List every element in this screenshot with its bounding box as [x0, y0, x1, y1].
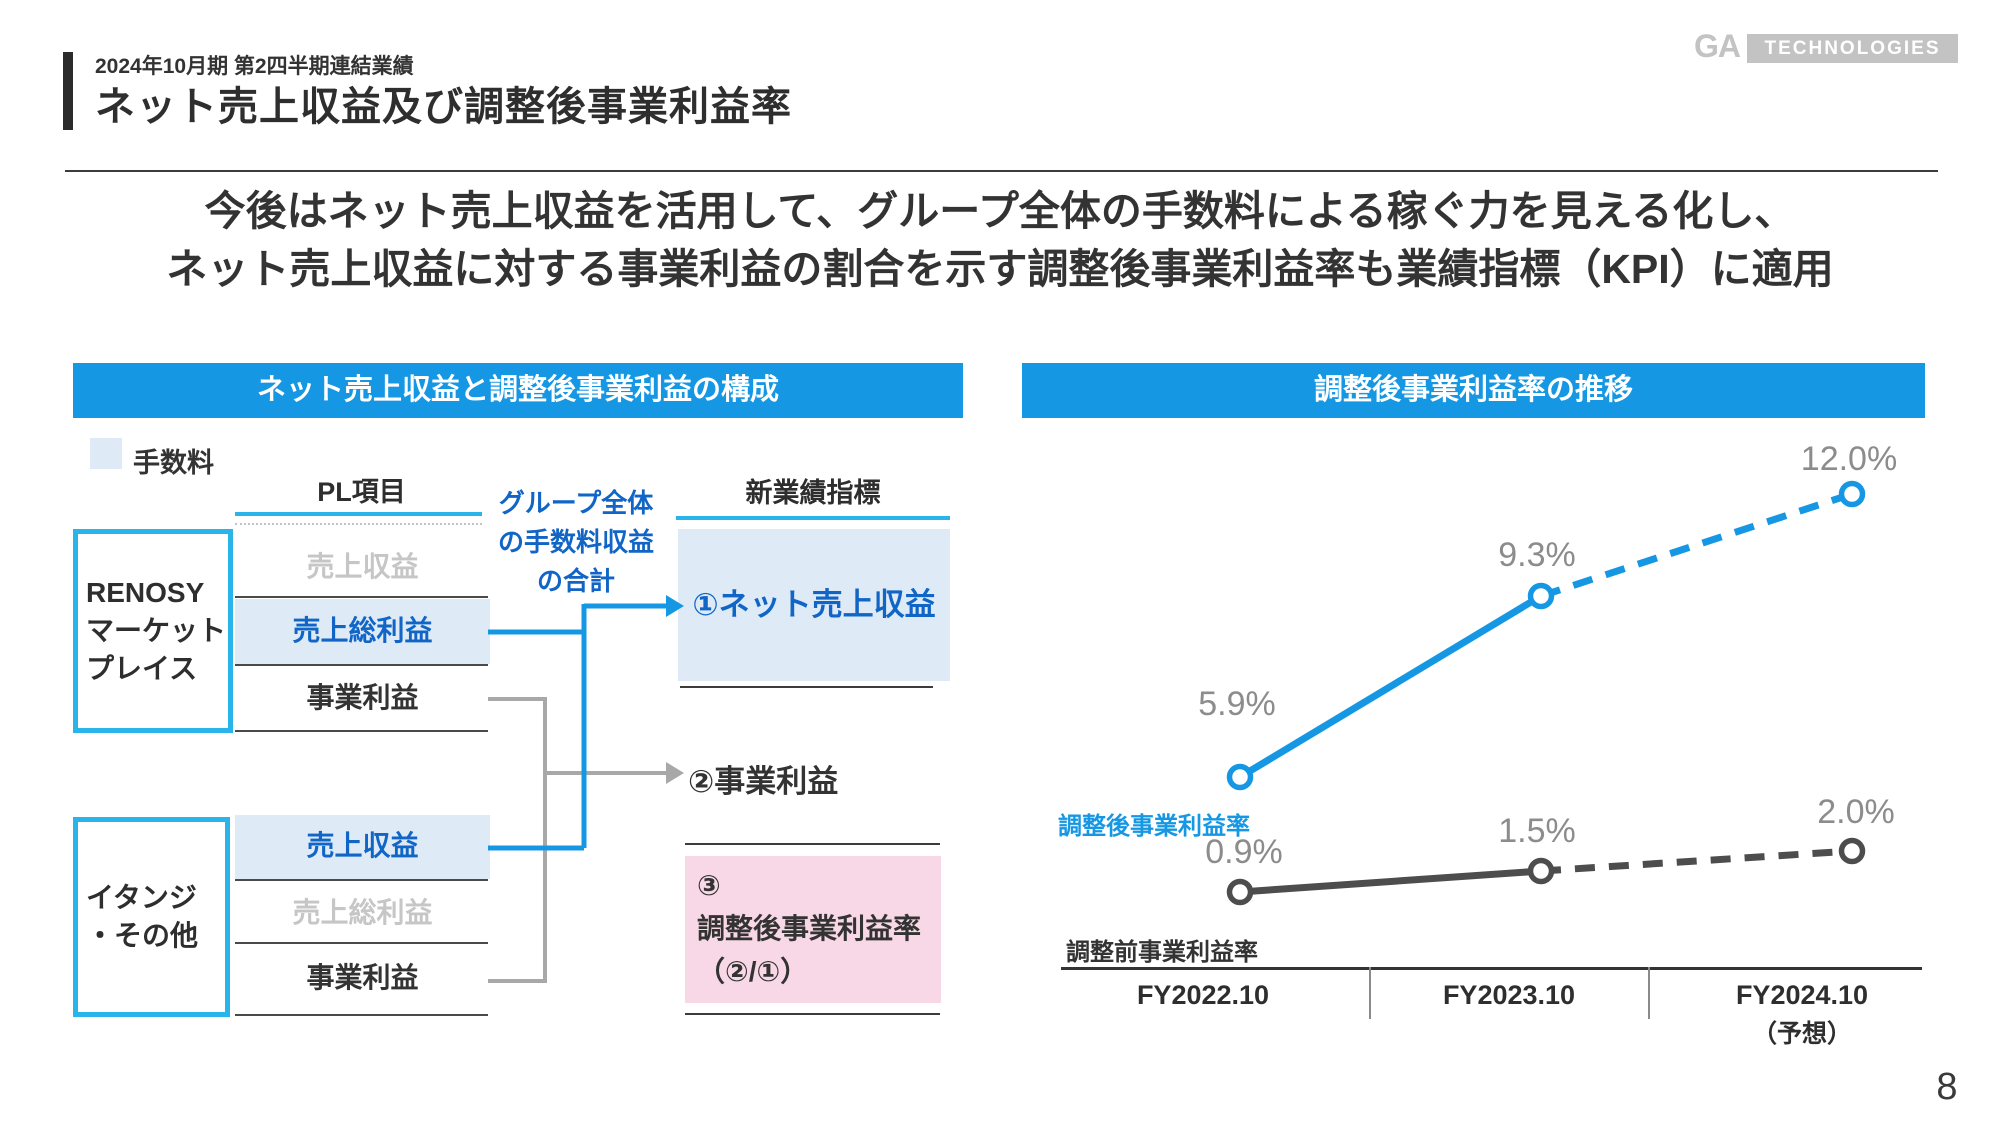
key-statement-line2: ネット売上収益に対する事業利益の割合を示す調整後事業利益率も業績指標（KPI）に…	[166, 246, 1834, 292]
net-revenue-metric-box: ①ネット売上収益	[678, 529, 950, 681]
renosy-row-separator-2	[235, 664, 488, 666]
page-number: 8	[1936, 1066, 1958, 1108]
x-label-forecast-note: （予想）	[1751, 1020, 1852, 1048]
itandi-revenue-highlight	[235, 815, 490, 879]
right-panel-header: 調整後事業利益率の推移	[1022, 363, 1925, 418]
group-fee-note: グループ全体 の手数料収益 の合計	[488, 484, 664, 601]
slide-kicker: 2024年10月期 第2四半期連結業績	[95, 55, 414, 78]
itandi-box-line1: イタンジ	[86, 882, 197, 913]
itandi-row-separator-1	[235, 879, 488, 881]
adjusted-margin-line2: 調整後事業利益率	[697, 913, 922, 944]
chart-x-axis	[1061, 967, 1922, 970]
svg-text:2.0%: 2.0%	[1817, 793, 1895, 831]
renosy-box-line1: RENOSY	[86, 577, 205, 608]
pre-adjustment-series-label: 調整前事業利益率	[1066, 939, 1258, 966]
itandi-row-business-profit: 事業利益	[306, 962, 419, 993]
company-logo-wordmark: TECHNOLOGIES	[1764, 38, 1941, 59]
pl-column-dotted-line	[235, 523, 482, 525]
title-divider	[65, 170, 1938, 172]
fee-legend-swatch	[90, 438, 122, 469]
svg-text:5.9%: 5.9%	[1198, 685, 1276, 723]
svg-text:12.0%: 12.0%	[1801, 440, 1897, 478]
company-logo-mark: GA	[1694, 28, 1741, 64]
business-profit-metric-label: ②事業利益	[688, 764, 839, 799]
renosy-row-revenue: 売上収益	[306, 551, 419, 582]
chart-x-tick-2	[1648, 967, 1650, 1019]
net-revenue-underline	[680, 686, 933, 688]
svg-text:9.3%: 9.3%	[1498, 536, 1576, 574]
pl-column-header: PL項目	[317, 477, 406, 507]
renosy-box-line2: マーケット	[86, 615, 227, 646]
renosy-box-line3: プレイス	[86, 653, 198, 684]
adjusted-margin-metric-box: ③ 調整後事業利益率 （②/①）	[685, 856, 941, 1003]
renosy-gross-profit-highlight	[235, 599, 490, 664]
itandi-box-line2: ・その他	[86, 920, 199, 951]
x-label-fy2023: FY2023.10	[1442, 980, 1576, 1010]
net-revenue-metric-label: ①ネット売上収益	[692, 587, 936, 622]
group-fee-note-line2: の手数料収益	[497, 527, 654, 557]
company-logo-wordmark-box: TECHNOLOGIES	[1747, 34, 1958, 63]
adjusted-series-label: 調整後事業利益率	[1058, 813, 1250, 840]
page-title: ネット売上収益及び調整後事業利益率	[95, 85, 792, 129]
key-statement-line1: 今後はネット売上収益を活用して、グループ全体の手数料による稼ぐ力を見える化し、	[204, 188, 1796, 234]
chart-x-tick-1	[1369, 967, 1371, 1019]
group-fee-note-line3: の合計	[536, 566, 615, 596]
adjusted-margin-line1: ③	[697, 870, 721, 901]
adjusted-margin-line3: （②/①）	[697, 956, 809, 987]
renosy-row-separator-1	[235, 596, 488, 598]
adjusted-margin-topline	[685, 843, 940, 845]
group-fee-note-line1: グループ全体	[498, 488, 654, 518]
fee-legend-label: 手数料	[133, 448, 214, 478]
x-label-fy2024: FY2024.10	[1735, 980, 1869, 1010]
itandi-row-separator-2	[235, 942, 488, 944]
itandi-row-separator-3	[235, 1014, 488, 1016]
new-metric-column-underline	[676, 516, 950, 520]
pl-column-underline	[235, 512, 482, 516]
key-statement: 今後はネット売上収益を活用して、グループ全体の手数料による稼ぐ力を見える化し、 …	[0, 182, 2000, 298]
new-metric-column-header: 新業績指標	[745, 478, 881, 508]
renosy-marketplace-box: RENOSY マーケット プレイス	[73, 529, 233, 733]
renosy-row-business-profit: 事業利益	[306, 682, 419, 713]
left-panel-header: ネット売上収益と調整後事業利益の構成	[73, 363, 963, 418]
itandi-others-box: イタンジ ・その他	[73, 817, 230, 1017]
svg-text:1.5%: 1.5%	[1498, 812, 1576, 850]
adjusted-margin-bottomline	[685, 1013, 940, 1015]
x-label-fy2022: FY2022.10	[1136, 980, 1270, 1010]
title-accent-bar	[63, 52, 73, 130]
itandi-row-revenue: 売上収益	[306, 830, 419, 861]
renosy-row-gross-profit: 売上総利益	[292, 615, 433, 646]
itandi-row-gross-profit: 売上総利益	[292, 897, 433, 928]
renosy-row-separator-3	[235, 730, 488, 732]
